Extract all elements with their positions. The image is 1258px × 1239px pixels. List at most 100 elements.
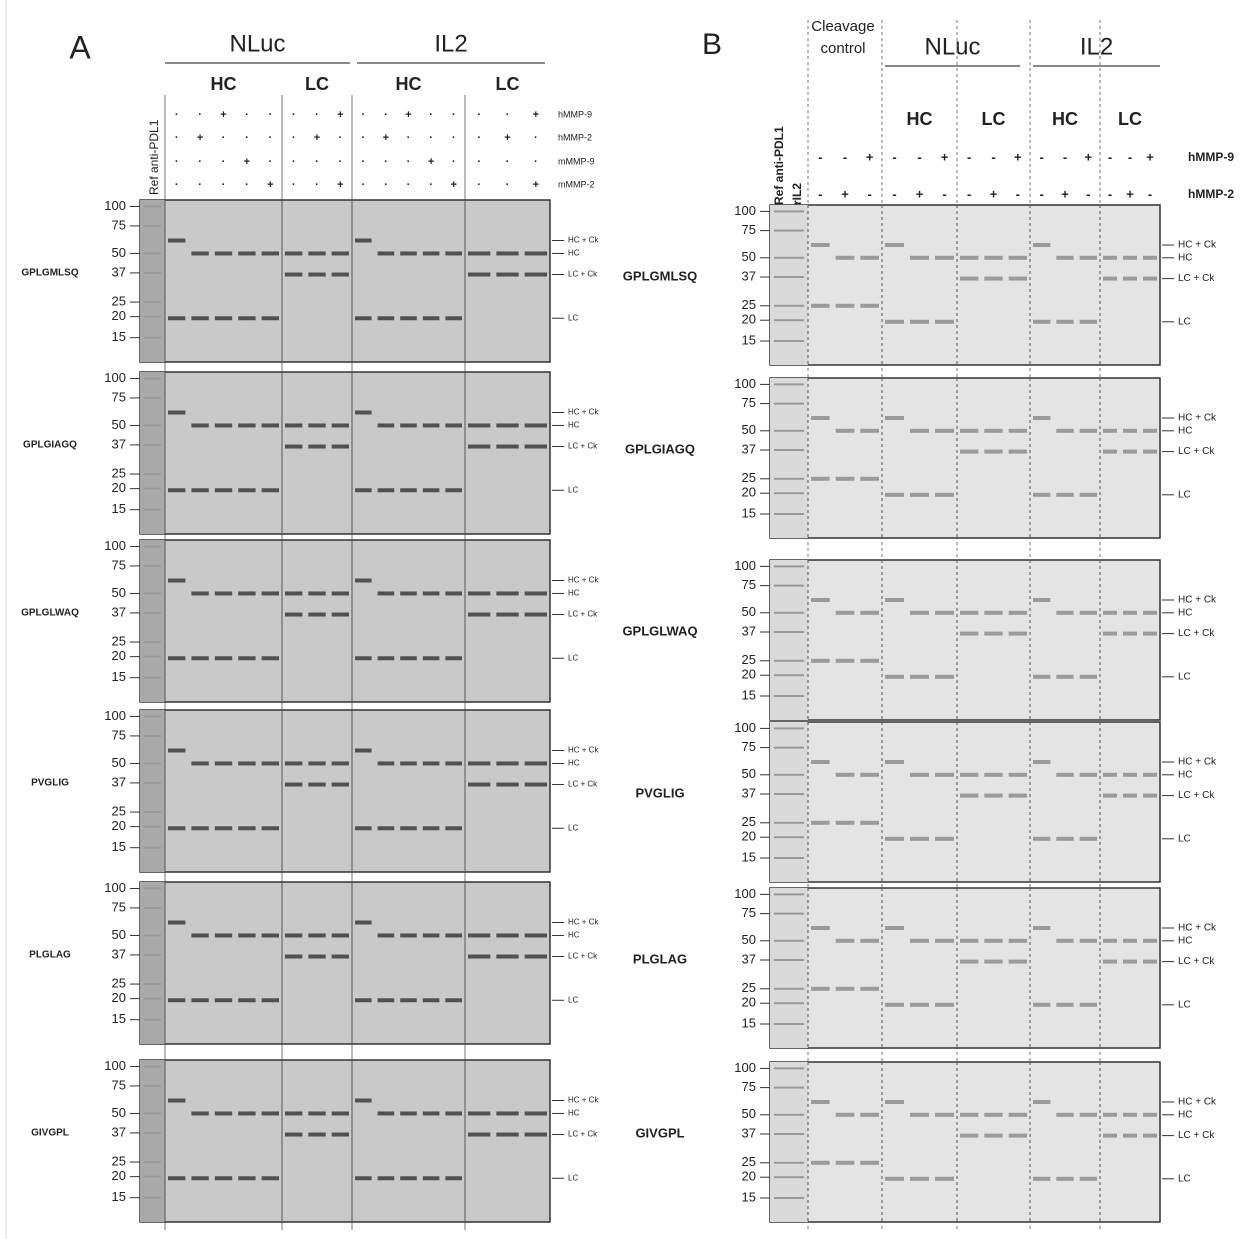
treatment-sign: ·	[477, 109, 481, 121]
protein-band	[1033, 1100, 1051, 1104]
protein-band	[1056, 428, 1074, 433]
protein-band	[191, 998, 209, 1003]
ladder-band	[144, 424, 161, 427]
protein-band	[1103, 610, 1117, 615]
ladder-band	[774, 893, 804, 896]
treatment-sign: -	[1128, 149, 1132, 164]
protein-band	[496, 272, 519, 277]
protein-band	[935, 428, 954, 433]
band-label: HC	[1178, 252, 1192, 263]
protein-band	[524, 782, 547, 787]
treatment-sign: -	[1148, 186, 1152, 201]
peptide-label: GIVGPL	[635, 1125, 684, 1140]
subgroup-label: HC	[211, 74, 237, 94]
ladder-band	[774, 1161, 804, 1164]
protein-band	[400, 761, 417, 766]
protein-band	[960, 449, 979, 454]
ladder-band	[774, 987, 804, 990]
marker-label: 100	[104, 880, 126, 895]
ladder-band	[144, 811, 161, 814]
protein-band	[1103, 959, 1117, 964]
protein-band	[285, 782, 303, 787]
protein-band	[1123, 610, 1137, 615]
protein-band	[960, 428, 979, 433]
peptide-label: GPLGIAGQ	[23, 440, 77, 451]
ladder-band	[144, 336, 161, 339]
ladder-lane	[770, 722, 808, 882]
ladder-band	[774, 695, 804, 697]
marker-label: 37	[112, 1124, 126, 1139]
protein-band	[214, 1111, 233, 1116]
treatment-sign: ·	[175, 109, 179, 121]
protein-band	[910, 610, 929, 615]
protein-band	[524, 423, 547, 428]
treatment-sign: ·	[292, 109, 296, 121]
protein-band	[1033, 416, 1051, 420]
protein-band	[1143, 1112, 1157, 1117]
protein-band	[1143, 631, 1157, 636]
marker-label: 100	[104, 1058, 126, 1073]
band-label: LC + Ck	[1178, 273, 1215, 284]
band-label: HC + Ck	[568, 408, 599, 417]
marker-label: 100	[104, 538, 126, 553]
protein-band	[885, 760, 904, 764]
protein-band	[835, 820, 855, 825]
gel	[139, 199, 551, 363]
protein-band	[238, 488, 256, 493]
protein-band	[935, 1112, 954, 1117]
protein-band	[935, 938, 954, 943]
treatment-label: hMMP-2	[558, 132, 592, 142]
protein-band	[445, 488, 462, 493]
protein-band	[331, 423, 349, 428]
band-label: LC + Ck	[568, 610, 598, 619]
protein-band	[168, 238, 186, 243]
protein-band	[960, 772, 979, 777]
protein-band	[835, 1160, 855, 1165]
protein-band	[214, 656, 233, 661]
protein-band	[377, 656, 395, 661]
protein-band	[191, 826, 209, 831]
protein-band	[285, 272, 303, 277]
marker-label: 20	[112, 648, 126, 663]
treatment-sign: +	[450, 179, 456, 191]
marker-label: 75	[742, 739, 756, 754]
protein-band	[910, 1176, 929, 1181]
protein-band	[331, 1111, 349, 1116]
treatment-sign: ·	[477, 132, 481, 144]
protein-band	[1033, 1002, 1051, 1007]
marker-label: 50	[112, 755, 126, 770]
protein-band	[191, 316, 209, 321]
treatment-sign: ·	[245, 132, 249, 144]
protein-band	[1123, 772, 1137, 777]
protein-band	[960, 1112, 979, 1117]
protein-band	[960, 793, 979, 798]
peptide-label: PVGLIG	[31, 778, 69, 789]
treatment-sign: +	[866, 149, 874, 164]
protein-band	[238, 1176, 256, 1181]
protein-band	[238, 998, 256, 1003]
protein-band	[960, 631, 979, 636]
protein-band	[214, 933, 233, 938]
protein-band	[238, 423, 256, 428]
protein-band	[422, 933, 440, 938]
marker-label: 20	[112, 990, 126, 1005]
treatment-sign: -	[1108, 149, 1112, 164]
protein-band	[377, 251, 395, 256]
protein-band	[984, 428, 1003, 433]
protein-band	[400, 933, 417, 938]
marker-label: 75	[742, 1079, 756, 1094]
ladder-band	[144, 934, 161, 937]
band-label: HC + Ck	[568, 236, 599, 245]
band-label: LC	[1178, 833, 1191, 844]
band-label: LC	[568, 485, 578, 494]
ladder-band	[144, 252, 161, 255]
marker-label: 25	[742, 470, 756, 485]
marker-label: 20	[742, 1169, 756, 1184]
protein-band	[960, 255, 979, 260]
protein-band	[524, 272, 547, 277]
protein-band	[468, 1132, 491, 1137]
ladder-band	[144, 983, 161, 986]
protein-band	[214, 761, 233, 766]
protein-band	[445, 1176, 462, 1181]
